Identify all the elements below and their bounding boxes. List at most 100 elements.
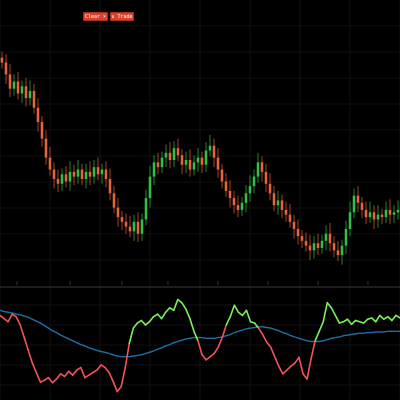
candle-body xyxy=(76,169,80,177)
oscillator-segment xyxy=(209,352,215,358)
candle-body xyxy=(284,209,288,215)
candle-body xyxy=(8,74,12,89)
oscillator-segment xyxy=(374,314,381,323)
oscillator-segment xyxy=(387,315,393,322)
clear-button[interactable]: Clear × xyxy=(83,12,108,21)
x-axis-ticks xyxy=(16,281,369,285)
oscillator-segment xyxy=(172,298,179,312)
candle-body xyxy=(264,171,268,184)
oscillator-segment xyxy=(132,322,139,329)
candle-body xyxy=(256,162,260,177)
candle-body xyxy=(136,221,140,234)
candle-body xyxy=(172,148,176,160)
candle-body xyxy=(348,212,352,229)
oscillator-segment xyxy=(181,301,187,310)
candle-body xyxy=(72,171,76,177)
oscillator-segment xyxy=(378,314,385,321)
candle-body xyxy=(260,162,264,172)
oscillator-segment xyxy=(237,311,244,317)
price-candles xyxy=(0,51,400,265)
candle-body xyxy=(364,209,368,218)
oscillator-segment xyxy=(233,304,240,314)
candle-body xyxy=(56,179,60,184)
oscillator-segment xyxy=(350,319,357,326)
oscillator-segment xyxy=(282,369,288,375)
oscillator-segment xyxy=(314,330,320,342)
oscillator-segment xyxy=(15,315,22,326)
candle-body xyxy=(152,162,156,177)
oscillator-segment xyxy=(277,365,284,375)
candle-body xyxy=(188,160,192,170)
oscillator-segment xyxy=(185,308,191,320)
oscillator-segment xyxy=(67,370,74,376)
trade-button[interactable]: ⇅ Trade xyxy=(110,12,134,21)
candle-body xyxy=(20,86,24,94)
candle-body xyxy=(368,212,372,218)
candle-body xyxy=(308,245,312,251)
candle-body xyxy=(96,167,100,175)
candle-body xyxy=(280,200,284,210)
candle-body xyxy=(304,240,308,246)
candle-body xyxy=(296,228,300,237)
candle-body xyxy=(16,81,20,94)
candle-body xyxy=(12,81,16,89)
oscillator-segment xyxy=(318,320,325,333)
oscillator-segment xyxy=(104,366,110,374)
candle-body xyxy=(148,176,152,199)
trade-icon: ⇅ xyxy=(111,14,115,20)
oscillator-segment xyxy=(298,356,304,375)
candle-body xyxy=(236,205,240,210)
oscillator-segment xyxy=(108,371,114,383)
oscillator-pane xyxy=(0,298,400,393)
oscillator-segment xyxy=(322,301,329,323)
candle-body xyxy=(388,209,392,215)
oscillator-segment xyxy=(265,341,272,348)
oscillator-segment xyxy=(160,311,167,320)
oscillator-segment xyxy=(124,342,131,369)
candle-body xyxy=(156,162,160,168)
oscillator-segment xyxy=(120,366,127,388)
candle-body xyxy=(4,62,8,75)
oscillator-segment xyxy=(294,356,300,364)
candle-body xyxy=(184,160,188,165)
candle-body xyxy=(160,157,164,168)
oscillator-segment xyxy=(286,365,292,371)
oscillator-segment xyxy=(19,324,26,339)
oscillator-segment xyxy=(201,353,207,361)
candle-body xyxy=(100,169,104,175)
candle-body xyxy=(24,86,28,99)
candle-body xyxy=(168,152,172,160)
candle-body xyxy=(176,148,180,156)
candle-body xyxy=(340,245,344,256)
candle-body xyxy=(240,202,244,210)
candle-body xyxy=(32,91,36,108)
oscillator-segment xyxy=(245,309,252,323)
oscillator-segment xyxy=(3,317,9,323)
candle-body xyxy=(208,145,212,151)
candle-body xyxy=(292,221,296,229)
candle-body xyxy=(248,186,252,194)
oscillator-segment xyxy=(144,320,151,326)
oscillator-segment xyxy=(395,314,400,319)
candle-body xyxy=(0,57,4,63)
candle-body xyxy=(396,209,400,213)
oscillator-segment xyxy=(197,340,203,356)
candle-body xyxy=(68,171,72,182)
candle-body xyxy=(352,195,356,213)
oscillator-segment xyxy=(148,315,155,323)
oscillator-segment xyxy=(269,346,276,358)
oscillator-segment xyxy=(213,346,219,355)
candle-body xyxy=(92,167,96,177)
trade-button-label: Trade xyxy=(117,14,133,20)
candle-body xyxy=(60,174,64,184)
candle-body xyxy=(312,243,316,251)
oscillator-segment xyxy=(205,355,211,361)
oscillator-segment xyxy=(302,373,308,380)
oscillator-segment xyxy=(51,378,58,384)
candle-body xyxy=(196,157,200,163)
candle-body xyxy=(64,174,68,182)
candle-body xyxy=(288,214,292,222)
candle-body xyxy=(128,226,132,232)
